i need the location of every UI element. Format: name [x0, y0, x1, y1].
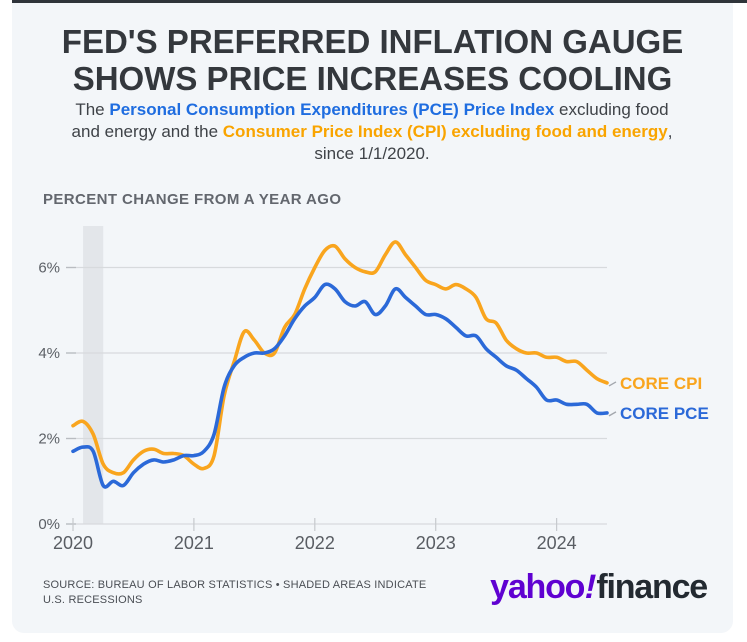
subtitle-pce-highlight: Personal Consumption Expenditures (PCE) … — [109, 100, 555, 119]
logo-yahoo-text: yahoo — [490, 568, 585, 606]
top-dark-strip — [12, 0, 747, 3]
chart-title-line2: SHOWS PRICE INCREASES COOLING — [72, 60, 673, 97]
core-pce-label-connector — [608, 411, 617, 417]
logo-finance-text: finance — [596, 568, 708, 606]
core-cpi-label: CORE CPI — [620, 374, 702, 393]
subtitle-text: , since 1/1/2020. — [314, 122, 673, 163]
chart-title-line1: FED'S PREFERRED INFLATION GAUGE — [61, 23, 684, 60]
y-tick-label: 0% — [38, 516, 60, 533]
subtitle-cpi-highlight: Consumer Price Index (CPI) excluding foo… — [222, 122, 668, 141]
y-tick-label: 2% — [38, 431, 60, 448]
x-tick-label: 2023 — [416, 533, 456, 553]
x-tick-label: 2022 — [295, 533, 335, 553]
source-note: SOURCE: BUREAU OF LABOR STATISTICS • SHA… — [43, 579, 427, 606]
chart-axis-heading: PERCENT CHANGE FROM A YEAR AGO — [43, 191, 342, 208]
y-tick-label: 4% — [38, 345, 60, 362]
x-tick-label: 2020 — [53, 533, 93, 553]
chart-card: FED'S PREFERRED INFLATION GAUGE SHOWS PR… — [12, 3, 733, 633]
subtitle-text: The — [75, 100, 110, 119]
x-tick-label: 2024 — [537, 533, 577, 553]
chart-title: FED'S PREFERRED INFLATION GAUGE SHOWS PR… — [12, 23, 733, 97]
subtitle-text: excluding food and energy and the — [71, 100, 669, 141]
x-tick-label: 2021 — [174, 533, 214, 553]
core-pce-line — [71, 282, 609, 489]
y-tick-label: 6% — [38, 260, 60, 277]
core-cpi-label-connector — [608, 381, 617, 387]
chart-subtitle: The Personal Consumption Expenditures (P… — [62, 99, 682, 165]
core-pce-label: CORE PCE — [620, 404, 709, 423]
core-cpi-line — [71, 240, 609, 476]
yahoo-finance-logo: yahoo!finance — [490, 568, 708, 607]
